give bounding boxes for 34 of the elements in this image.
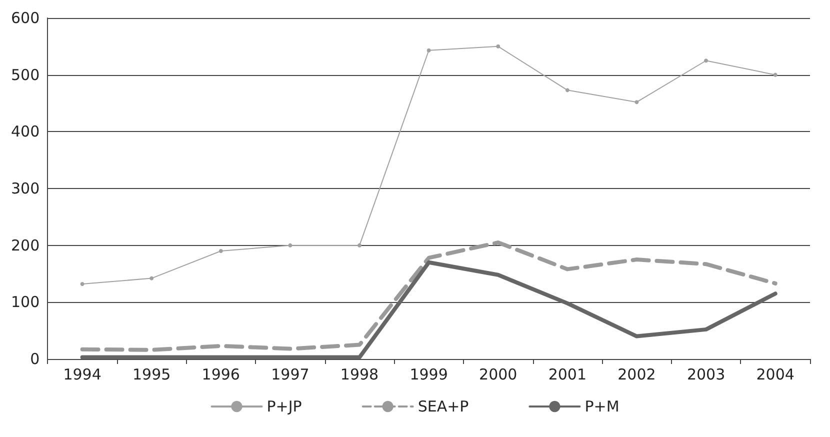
y-tick-label: 400 xyxy=(10,122,40,141)
point xyxy=(218,249,223,254)
line-series xyxy=(80,240,778,352)
x-tick-label: 2002 xyxy=(618,366,656,384)
x-tick-label: 2000 xyxy=(479,366,518,384)
point xyxy=(288,243,292,248)
legend-label: P+JP xyxy=(266,398,302,416)
line-series xyxy=(80,260,778,360)
point xyxy=(565,88,570,92)
point xyxy=(150,276,154,280)
x-tick-label: 1999 xyxy=(410,366,448,384)
x-tick-label: 2004 xyxy=(756,366,794,384)
y-tick-label: 500 xyxy=(10,66,40,84)
y-tick-label: 600 xyxy=(10,9,40,27)
x-tick-label: 2001 xyxy=(548,366,587,384)
point xyxy=(704,58,708,63)
x-tick-label: 2003 xyxy=(686,366,726,384)
y-tick-label: 100 xyxy=(10,293,40,312)
y-tick-label: 200 xyxy=(10,236,40,254)
point xyxy=(80,282,84,286)
point xyxy=(358,243,362,248)
point xyxy=(773,72,778,77)
y-tick-label: 0 xyxy=(30,350,40,368)
point xyxy=(426,48,431,52)
point xyxy=(634,100,639,104)
point xyxy=(496,44,500,48)
x-tick-label: 1995 xyxy=(132,366,171,384)
x-tick-label: 1994 xyxy=(63,366,102,384)
legend-label: SEA+P xyxy=(418,398,469,416)
x-tick-label: 1996 xyxy=(202,366,240,384)
y-tick-label: 300 xyxy=(10,180,40,198)
legend-label: P+M xyxy=(584,398,620,416)
x-tick-label: 1997 xyxy=(271,366,310,384)
x-tick-label: 1998 xyxy=(340,366,379,384)
